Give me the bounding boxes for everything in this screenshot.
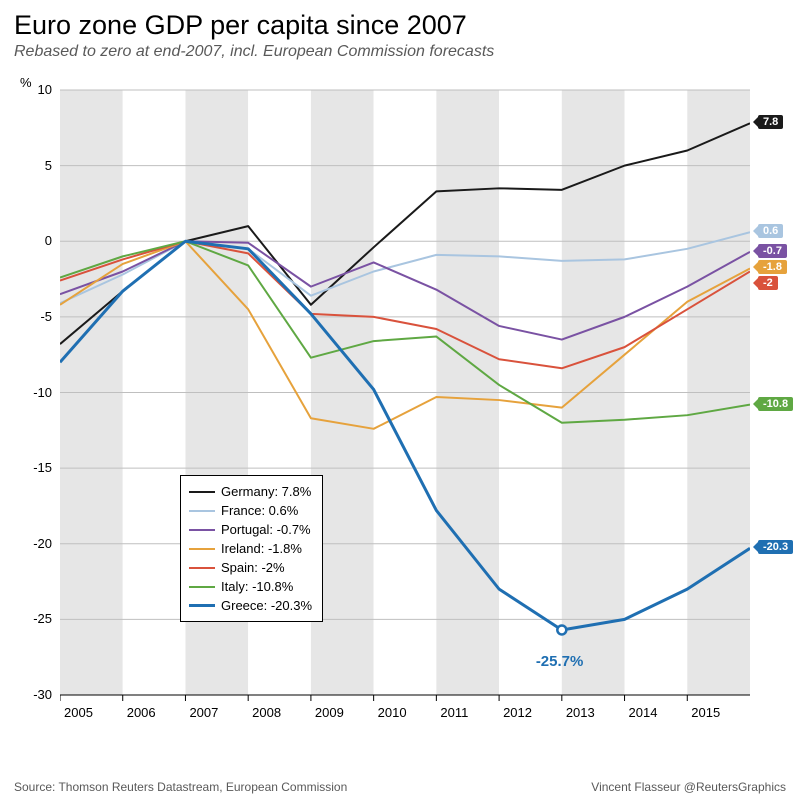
series-end-label: 0.6 xyxy=(758,224,783,238)
source-text: Source: Thomson Reuters Datastream, Euro… xyxy=(14,780,347,794)
legend-item: France: 0.6% xyxy=(189,501,312,520)
legend-item: Greece: -20.3% xyxy=(189,596,312,615)
legend-swatch xyxy=(189,491,215,493)
chart-container: Euro zone GDP per capita since 2007 Reba… xyxy=(0,0,800,800)
y-tick-label: -30 xyxy=(12,687,52,702)
x-tick-label: 2005 xyxy=(64,705,93,720)
line-chart xyxy=(60,80,750,740)
series-end-label: -0.7 xyxy=(758,244,787,258)
x-tick-label: 2011 xyxy=(440,705,468,720)
legend-label: Germany: 7.8% xyxy=(221,484,311,499)
y-axis-unit: % xyxy=(20,75,32,90)
min-annotation: -25.7% xyxy=(536,653,584,670)
legend-swatch xyxy=(189,548,215,550)
y-tick-label: -15 xyxy=(12,460,52,475)
y-tick-label: -25 xyxy=(12,611,52,626)
legend-item: Ireland: -1.8% xyxy=(189,539,312,558)
y-tick-label: -10 xyxy=(12,385,52,400)
x-tick-label: 2015 xyxy=(691,705,720,720)
legend-item: Portugal: -0.7% xyxy=(189,520,312,539)
x-tick-label: 2012 xyxy=(503,705,532,720)
x-tick-label: 2007 xyxy=(189,705,218,720)
y-tick-label: 5 xyxy=(12,158,52,173)
y-tick-label: -20 xyxy=(12,536,52,551)
y-tick-label: -5 xyxy=(12,309,52,324)
credit-text: Vincent Flasseur @ReutersGraphics xyxy=(591,780,786,794)
x-tick-label: 2008 xyxy=(252,705,281,720)
series-end-label: -10.8 xyxy=(758,397,793,411)
legend-item: Spain: -2% xyxy=(189,558,312,577)
series-end-label: 7.8 xyxy=(758,115,783,129)
legend-label: Portugal: -0.7% xyxy=(221,522,311,537)
chart-subtitle: Rebased to zero at end-2007, incl. Europ… xyxy=(0,43,800,61)
legend-swatch xyxy=(189,604,215,607)
chart-legend: Germany: 7.8% France: 0.6% Portugal: -0.7%… xyxy=(180,475,323,622)
footer: Source: Thomson Reuters Datastream, Euro… xyxy=(14,780,786,794)
legend-label: Ireland: -1.8% xyxy=(221,541,302,556)
legend-swatch xyxy=(189,586,215,588)
x-tick-label: 2013 xyxy=(566,705,595,720)
legend-label: Italy: -10.8% xyxy=(221,579,293,594)
legend-swatch xyxy=(189,567,215,569)
x-tick-label: 2014 xyxy=(629,705,658,720)
chart-area: -30-25-20-15-10-50510%200520062007200820… xyxy=(60,80,750,740)
series-end-label: -2 xyxy=(758,276,778,290)
y-tick-label: 0 xyxy=(12,233,52,248)
legend-label: Greece: -20.3% xyxy=(221,598,312,613)
x-tick-label: 2006 xyxy=(127,705,156,720)
chart-title: Euro zone GDP per capita since 2007 xyxy=(0,0,800,43)
legend-item: Germany: 7.8% xyxy=(189,482,312,501)
legend-item: Italy: -10.8% xyxy=(189,577,312,596)
y-tick-label: 10 xyxy=(12,82,52,97)
series-end-label: -1.8 xyxy=(758,260,787,274)
legend-swatch xyxy=(189,529,215,531)
x-tick-label: 2010 xyxy=(378,705,407,720)
legend-label: Spain: -2% xyxy=(221,560,285,575)
series-end-label: -20.3 xyxy=(758,540,793,554)
legend-swatch xyxy=(189,510,215,512)
x-tick-label: 2009 xyxy=(315,705,344,720)
legend-label: France: 0.6% xyxy=(221,503,298,518)
